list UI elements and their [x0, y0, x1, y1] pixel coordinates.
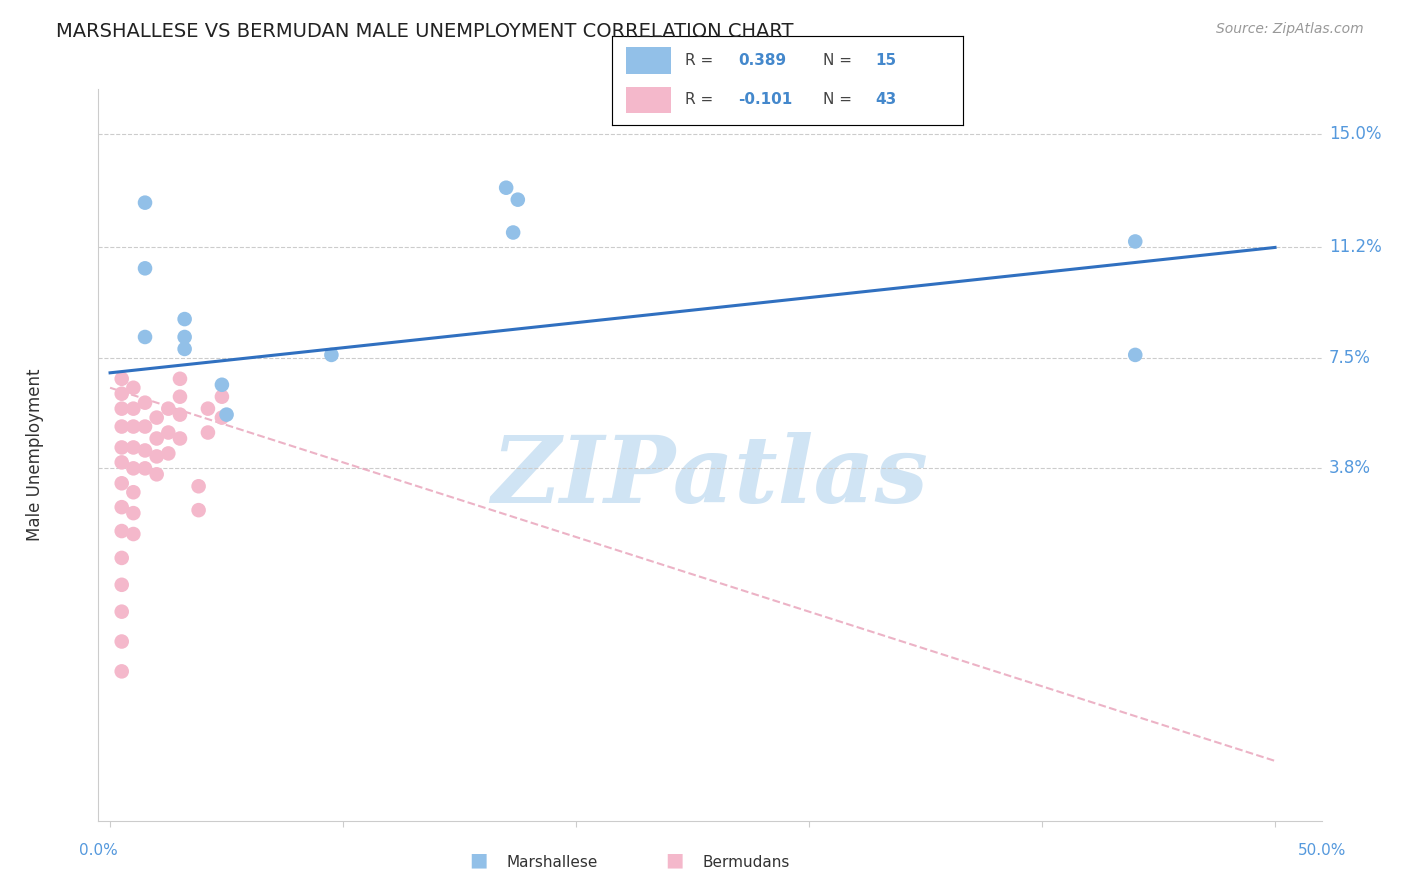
- Text: R =: R =: [686, 93, 718, 107]
- Point: [502, 226, 524, 240]
- Point: [111, 605, 134, 619]
- Point: [111, 634, 134, 648]
- Point: [145, 410, 167, 425]
- Point: [173, 342, 195, 356]
- Text: MARSHALLESE VS BERMUDAN MALE UNEMPLOYMENT CORRELATION CHART: MARSHALLESE VS BERMUDAN MALE UNEMPLOYMEN…: [56, 22, 794, 41]
- Text: 15.0%: 15.0%: [1329, 125, 1381, 143]
- Text: 3.8%: 3.8%: [1329, 459, 1371, 477]
- Text: ZIPatlas: ZIPatlas: [492, 432, 928, 522]
- Point: [169, 390, 191, 404]
- Point: [111, 419, 134, 434]
- Point: [145, 432, 167, 446]
- Point: [111, 665, 134, 679]
- Text: Marshallese: Marshallese: [506, 855, 598, 870]
- Text: Source: ZipAtlas.com: Source: ZipAtlas.com: [1216, 22, 1364, 37]
- Text: 43: 43: [876, 93, 897, 107]
- Point: [122, 461, 145, 475]
- Point: [122, 381, 145, 395]
- Point: [122, 527, 145, 541]
- Point: [1123, 235, 1146, 249]
- Point: [211, 410, 233, 425]
- Point: [134, 330, 156, 344]
- Point: [495, 180, 517, 194]
- Text: R =: R =: [686, 54, 718, 68]
- Point: [187, 503, 209, 517]
- Text: 0.0%: 0.0%: [79, 843, 118, 858]
- Point: [111, 401, 134, 416]
- Point: [197, 425, 219, 440]
- Text: ■: ■: [665, 851, 685, 870]
- Point: [134, 395, 156, 409]
- Point: [157, 425, 180, 440]
- Point: [1123, 348, 1146, 362]
- Point: [134, 443, 156, 458]
- Point: [122, 485, 145, 500]
- Point: [111, 524, 134, 538]
- Point: [111, 455, 134, 469]
- Point: [169, 408, 191, 422]
- Point: [145, 467, 167, 482]
- Point: [187, 479, 209, 493]
- Point: [211, 377, 233, 392]
- Text: 11.2%: 11.2%: [1329, 238, 1382, 256]
- Point: [111, 578, 134, 592]
- Point: [134, 419, 156, 434]
- Point: [506, 193, 529, 207]
- Point: [173, 330, 195, 344]
- Point: [122, 401, 145, 416]
- Point: [197, 401, 219, 416]
- Text: 50.0%: 50.0%: [1298, 843, 1346, 858]
- Point: [111, 550, 134, 565]
- Point: [122, 419, 145, 434]
- Text: 0.389: 0.389: [738, 54, 786, 68]
- Point: [111, 372, 134, 386]
- Point: [157, 446, 180, 460]
- Text: 7.5%: 7.5%: [1329, 349, 1371, 367]
- Point: [215, 408, 238, 422]
- Text: -0.101: -0.101: [738, 93, 793, 107]
- Text: 15: 15: [876, 54, 897, 68]
- Point: [122, 506, 145, 520]
- Point: [111, 441, 134, 455]
- Text: Male Unemployment: Male Unemployment: [27, 368, 44, 541]
- Point: [169, 372, 191, 386]
- Text: N =: N =: [823, 93, 856, 107]
- Text: N =: N =: [823, 54, 856, 68]
- Point: [173, 312, 195, 326]
- Point: [111, 500, 134, 515]
- Bar: [626, 47, 672, 74]
- Point: [122, 441, 145, 455]
- Point: [157, 401, 180, 416]
- Point: [111, 476, 134, 491]
- Point: [321, 348, 343, 362]
- Point: [169, 432, 191, 446]
- Text: ■: ■: [468, 851, 488, 870]
- Point: [134, 461, 156, 475]
- Point: [134, 195, 156, 210]
- Point: [111, 386, 134, 401]
- Point: [145, 450, 167, 464]
- Point: [134, 261, 156, 276]
- Bar: [626, 87, 672, 113]
- Text: Bermudans: Bermudans: [703, 855, 790, 870]
- Point: [211, 390, 233, 404]
